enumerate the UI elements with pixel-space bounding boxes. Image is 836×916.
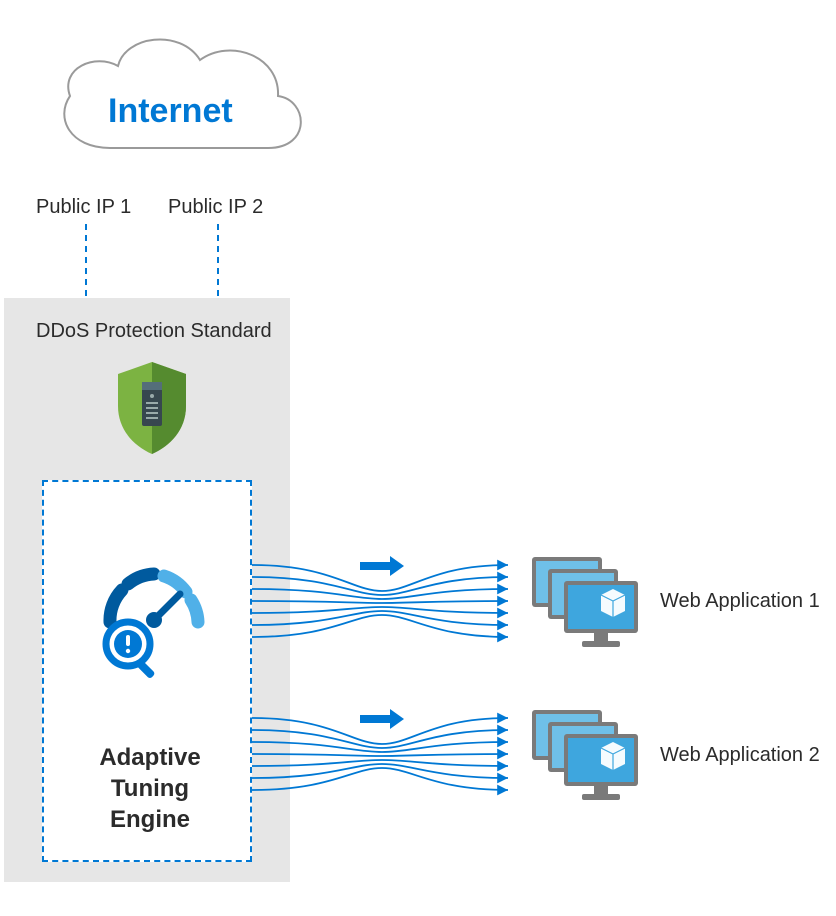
direction-arrow-bottom-icon	[358, 709, 406, 729]
tuning-engine-label: Adaptive Tuning Engine	[80, 742, 220, 836]
web-app-2-label: Web Application 2	[660, 744, 820, 767]
shield-icon	[112, 360, 192, 456]
server-cluster-bottom-icon	[528, 708, 648, 808]
tuning-label-line3: Engine	[80, 804, 220, 835]
tuning-label-line2: Tuning	[80, 773, 220, 804]
ddos-label: DDoS Protection Standard	[36, 320, 272, 343]
web-app-1-label: Web Application 1	[660, 590, 820, 613]
tuning-label-line1: Adaptive	[80, 742, 220, 773]
direction-arrow-top-icon	[358, 556, 406, 576]
server-cluster-top-icon	[528, 555, 648, 655]
gauge-icon	[88, 552, 208, 682]
